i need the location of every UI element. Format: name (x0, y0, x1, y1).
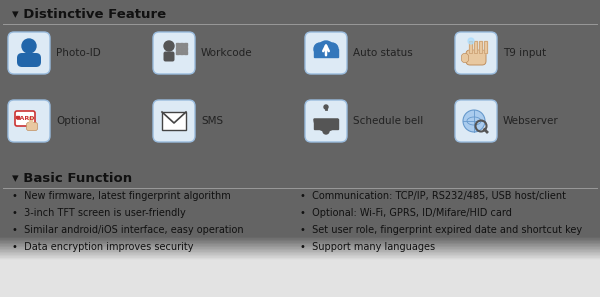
FancyBboxPatch shape (466, 50, 486, 65)
Text: Schedule bell: Schedule bell (353, 116, 423, 126)
Text: ▾ Distinctive Feature: ▾ Distinctive Feature (12, 8, 166, 21)
Circle shape (463, 110, 485, 132)
Text: Workcode: Workcode (201, 48, 253, 58)
FancyBboxPatch shape (305, 32, 347, 74)
Bar (176, 51, 179, 54)
Bar (479, 41, 482, 53)
Text: •  Similar android/iOS interface, easy operation: • Similar android/iOS interface, easy op… (12, 225, 244, 235)
FancyBboxPatch shape (163, 51, 175, 61)
FancyBboxPatch shape (153, 32, 195, 74)
Bar (469, 41, 472, 53)
Circle shape (324, 105, 328, 109)
Bar (162, 112, 186, 130)
Circle shape (323, 128, 329, 134)
Text: •  Support many languages: • Support many languages (300, 242, 435, 252)
FancyBboxPatch shape (26, 122, 37, 130)
Bar (484, 41, 487, 53)
FancyBboxPatch shape (8, 32, 50, 74)
Bar (180, 43, 183, 46)
FancyBboxPatch shape (461, 53, 469, 62)
Circle shape (326, 43, 338, 55)
Bar (474, 41, 477, 53)
Text: T9 input: T9 input (503, 48, 546, 58)
FancyBboxPatch shape (455, 32, 497, 74)
Bar (16, 116, 19, 118)
FancyBboxPatch shape (8, 100, 50, 142)
Text: •  3-inch TFT screen is user-friendly: • 3-inch TFT screen is user-friendly (12, 208, 186, 218)
Circle shape (314, 43, 326, 55)
Bar (474, 41, 477, 53)
FancyBboxPatch shape (153, 100, 195, 142)
Text: Photo-ID: Photo-ID (56, 48, 101, 58)
Bar (184, 47, 187, 50)
Bar (314, 119, 338, 129)
Text: •  Optional: Wi-Fi, GPRS, ID/Mifare/HID card: • Optional: Wi-Fi, GPRS, ID/Mifare/HID c… (300, 208, 512, 218)
FancyBboxPatch shape (455, 100, 497, 142)
Text: •  New firmware, latest fingerprint algorithm: • New firmware, latest fingerprint algor… (12, 191, 231, 201)
Bar (176, 43, 179, 46)
Bar (180, 47, 183, 50)
Text: •  Set user role, fingerprint expired date and shortcut key: • Set user role, fingerprint expired dat… (300, 225, 582, 235)
Circle shape (22, 39, 36, 53)
FancyBboxPatch shape (17, 53, 41, 67)
Text: CARD: CARD (15, 116, 35, 121)
Circle shape (468, 38, 474, 44)
Bar (469, 41, 472, 53)
Text: •  Communication: TCP/IP, RS232/485, USB host/client: • Communication: TCP/IP, RS232/485, USB … (300, 191, 566, 201)
Text: Webserver: Webserver (503, 116, 559, 126)
Circle shape (318, 41, 334, 57)
Circle shape (164, 41, 174, 51)
Polygon shape (314, 119, 338, 131)
Text: ▾ Basic Function: ▾ Basic Function (12, 172, 132, 185)
FancyBboxPatch shape (15, 111, 35, 126)
Text: •  Data encryption improves security: • Data encryption improves security (12, 242, 193, 252)
FancyBboxPatch shape (305, 100, 347, 142)
Bar (184, 51, 187, 54)
Bar (184, 43, 187, 46)
Bar (180, 51, 183, 54)
Bar (314, 49, 338, 57)
Bar (479, 41, 482, 53)
Bar (484, 41, 487, 53)
Text: SMS: SMS (201, 116, 223, 126)
Bar (29, 117, 32, 125)
Text: Optional: Optional (56, 116, 100, 126)
Text: Auto status: Auto status (353, 48, 413, 58)
Bar (176, 47, 179, 50)
